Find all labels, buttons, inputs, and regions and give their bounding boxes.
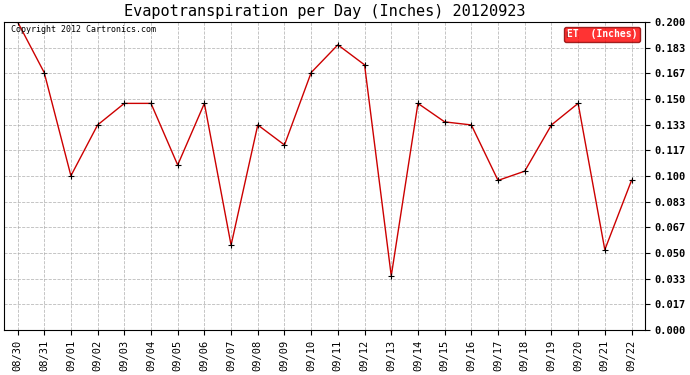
Title: Evapotranspiration per Day (Inches) 20120923: Evapotranspiration per Day (Inches) 2012… bbox=[124, 4, 525, 19]
Legend: ET  (Inches): ET (Inches) bbox=[564, 27, 640, 42]
Text: Copyright 2012 Cartronics.com: Copyright 2012 Cartronics.com bbox=[10, 25, 155, 34]
